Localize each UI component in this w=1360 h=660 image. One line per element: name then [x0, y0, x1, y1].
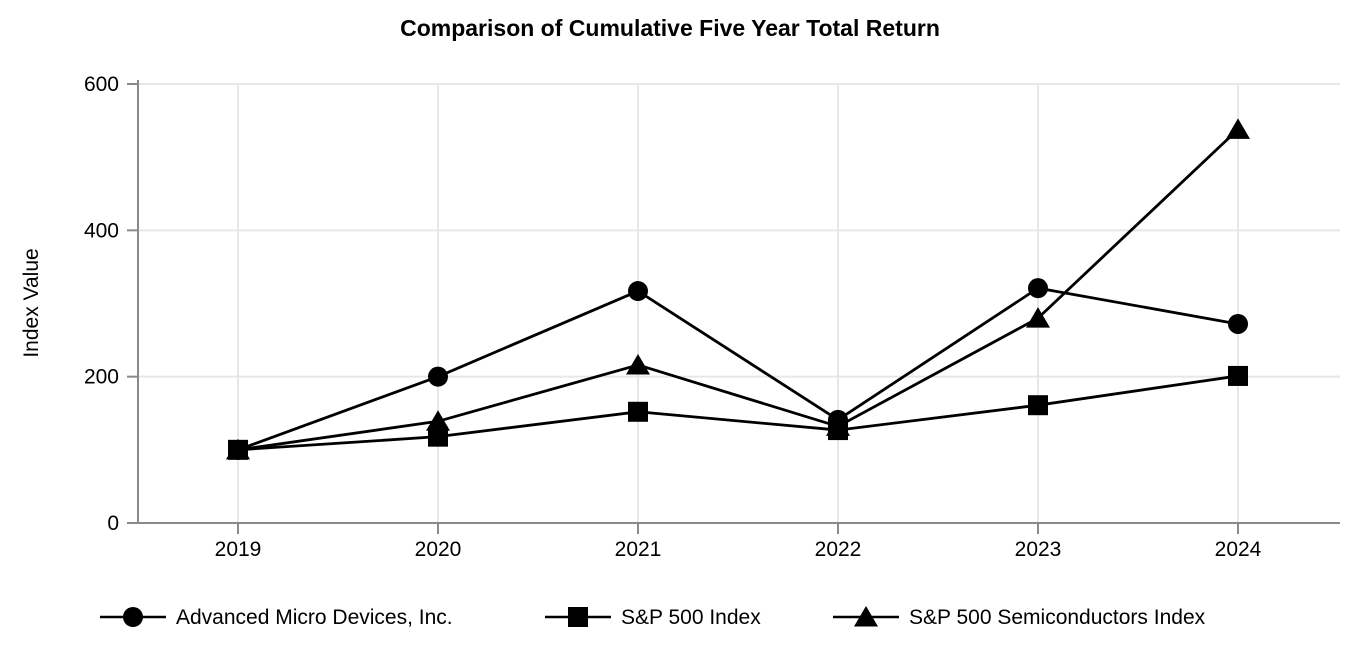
series-square — [228, 365, 1248, 460]
axis-ticks — [127, 83, 1239, 534]
series-circle — [228, 278, 1248, 460]
legend-item: S&P 500 Index — [545, 606, 761, 629]
series-line — [237, 286, 1239, 452]
square-marker — [828, 420, 848, 441]
square-marker — [1028, 395, 1048, 416]
series-line — [237, 374, 1239, 452]
x-tick-label: 2021 — [615, 538, 662, 561]
y-tick-label: 600 — [84, 73, 119, 96]
circle-marker — [428, 366, 448, 387]
circle-marker — [1028, 278, 1048, 299]
x-tick-label: 2023 — [1015, 538, 1062, 561]
legend-square-icon — [568, 607, 588, 627]
legend-label: Advanced Micro Devices, Inc. — [176, 606, 453, 629]
legend-circle-icon — [123, 607, 143, 627]
triangle-marker — [1226, 118, 1250, 139]
legend-label: S&P 500 Index — [621, 606, 761, 629]
square-marker — [628, 401, 648, 422]
series-triangle — [226, 118, 1250, 460]
y-tick-label: 400 — [84, 219, 119, 242]
series-line — [237, 128, 1239, 452]
legend-triangle-icon — [854, 606, 878, 627]
y-tick-label: 200 — [84, 366, 119, 389]
square-marker — [228, 439, 248, 460]
triangle-marker — [1026, 307, 1050, 328]
legend-item: Advanced Micro Devices, Inc. — [100, 606, 453, 629]
circle-marker — [628, 281, 648, 302]
chart-title: Comparison of Cumulative Five Year Total… — [400, 15, 940, 41]
chart-legend: Advanced Micro Devices, Inc. S&P 500 Inde… — [100, 606, 1206, 629]
x-tick-label: 2024 — [1215, 538, 1262, 561]
x-tick-label: 2022 — [815, 538, 862, 561]
triangle-marker — [426, 410, 450, 431]
circle-marker — [1228, 313, 1248, 334]
x-tick-label: 2019 — [215, 538, 262, 561]
y-axis-label: Index Value — [20, 248, 43, 357]
axes-spines — [137, 80, 1340, 524]
x-tick-label: 2020 — [415, 538, 462, 561]
chart-series — [226, 118, 1250, 460]
legend-label: S&P 500 Semiconductors Index — [909, 606, 1206, 629]
square-marker — [1228, 365, 1248, 386]
y-axis-tick-labels: 0 200 400 600 — [84, 73, 119, 535]
y-tick-label: 0 — [107, 512, 119, 535]
gridlines — [138, 83, 1340, 523]
square-marker — [428, 426, 448, 447]
triangle-marker — [626, 353, 650, 375]
legend-item: S&P 500 Semiconductors Index — [833, 606, 1206, 629]
x-axis-tick-labels: 2019 2020 2021 2022 2023 2024 — [215, 538, 1262, 561]
